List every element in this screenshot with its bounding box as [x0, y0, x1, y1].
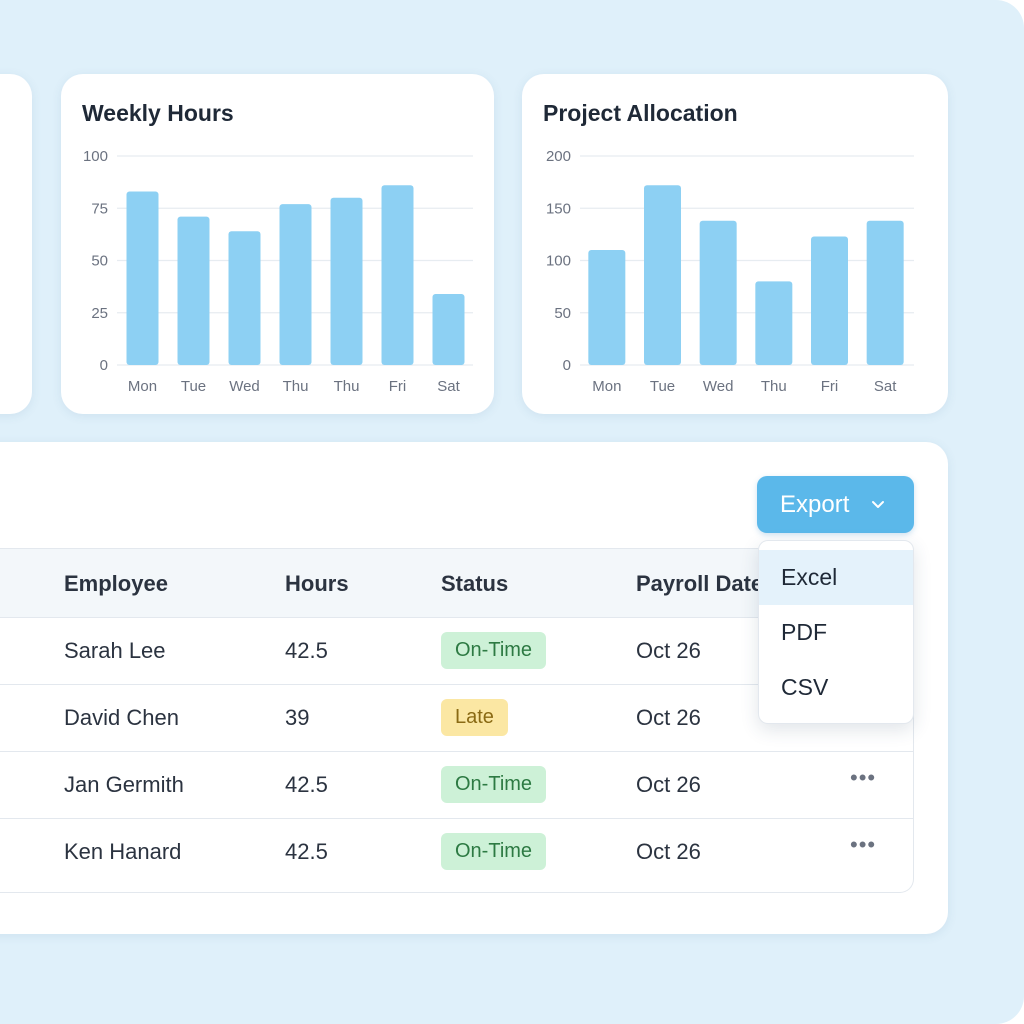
cell-payroll-date: Oct 26 — [636, 772, 701, 797]
x-tick-label: Tue — [181, 378, 206, 395]
more-options-icon[interactable]: ••• — [850, 765, 877, 790]
export-option-pdf[interactable]: PDF — [759, 605, 913, 660]
x-tick-label: Fri — [389, 378, 407, 395]
bar — [866, 220, 904, 365]
column-header-hours[interactable]: Hours — [285, 571, 349, 596]
x-tick-label: Thu — [761, 378, 787, 395]
x-tick-label: Sat — [874, 378, 897, 395]
bar — [432, 293, 465, 365]
export-option-csv[interactable]: CSV — [759, 660, 913, 715]
bar — [755, 281, 793, 365]
export-option-label: CSV — [781, 674, 829, 700]
project-allocation-chart: 0 50 100 150 200 Mon Tue Wed Thu Fri Sat — [546, 148, 914, 395]
cell-employee: Jan Germith — [64, 772, 184, 797]
bar — [811, 236, 848, 365]
x-tick-label: Sat — [437, 378, 460, 395]
export-option-label: PDF — [781, 619, 827, 645]
x-tick-label: Wed — [229, 378, 260, 395]
x-tick-label: Mon — [128, 378, 157, 395]
weekly-hours-chart: 0 25 50 75 100 Mon Tue Wed Thu Thu Fri Sat — [83, 148, 473, 395]
bar — [381, 185, 414, 365]
table-row[interactable]: Ken Hanard 42.5 On-Time Oct 26 ••• — [0, 818, 913, 885]
weekly-hours-card: Weekly Hours 0 25 50 75 100 Mon Tue Wed Thu Thu Fr… — [61, 74, 494, 414]
y-tick-label: 200 — [546, 148, 571, 165]
y-tick-label: 150 — [546, 200, 571, 217]
weekly-hours-title: Weekly Hours — [82, 100, 234, 126]
cell-employee: Sarah Lee — [64, 638, 166, 663]
bar — [279, 204, 312, 365]
chevron-down-icon — [871, 497, 885, 515]
y-tick-label: 0 — [563, 357, 571, 374]
y-tick-label: 50 — [554, 305, 571, 322]
bar — [588, 250, 626, 365]
export-option-excel[interactable]: Excel — [759, 550, 913, 605]
y-tick-label: 0 — [100, 357, 108, 374]
y-tick-label: 50 — [91, 253, 108, 270]
status-badge: On-Time — [441, 632, 547, 669]
more-options-icon[interactable]: ••• — [850, 832, 877, 857]
cell-hours: 42.5 — [285, 772, 328, 797]
column-header-status[interactable]: Status — [441, 571, 509, 596]
x-tick-label: Thu — [334, 378, 360, 395]
table-row[interactable]: David Chen 39 Late Oct 26 — [0, 684, 913, 752]
cell-employee: David Chen — [64, 705, 179, 730]
project-allocation-card: Project Allocation 0 50 100 150 200 Mon Tue Wed… — [522, 74, 948, 414]
x-tick-label: Tue — [650, 378, 675, 395]
bar — [126, 191, 159, 365]
y-tick-label: 25 — [91, 305, 108, 322]
bar — [330, 197, 363, 365]
export-option-label: Excel — [781, 564, 838, 590]
y-tick-label: 100 — [83, 148, 108, 165]
cell-hours: 42.5 — [285, 638, 328, 663]
project-allocation-title: Project Allocation — [543, 100, 738, 126]
x-tick-label: Wed — [703, 378, 734, 395]
bar — [177, 216, 210, 365]
table-row[interactable]: Sarah Lee 42.5 On-Time Oct 26 — [0, 617, 913, 685]
column-header-employee[interactable]: Employee — [64, 571, 168, 596]
bar — [228, 231, 261, 365]
bar — [699, 220, 737, 365]
x-tick-label: Thu — [283, 378, 309, 395]
cell-hours: 39 — [285, 705, 310, 730]
cell-payroll-date: Oct 26 — [636, 839, 701, 864]
status-badge: Late — [441, 699, 508, 736]
status-badge: On-Time — [441, 766, 547, 803]
x-tick-label: Fri — [821, 378, 839, 395]
table-row[interactable]: Jan Germith 42.5 On-Time Oct 26 ••• — [0, 751, 913, 819]
cell-hours: 42.5 — [285, 839, 328, 864]
status-badge: On-Time — [441, 833, 547, 870]
cell-payroll-date: Oct 26 — [636, 705, 701, 730]
cell-payroll-date: Oct 26 — [636, 638, 701, 663]
export-button-label: Export — [780, 491, 850, 518]
export-button[interactable]: Export — [757, 476, 914, 533]
y-tick-label: 100 — [546, 253, 571, 270]
partial-card-left — [0, 74, 32, 414]
y-tick-label: 75 — [91, 200, 108, 217]
cell-employee: Ken Hanard — [64, 839, 182, 864]
export-dropdown-menu: Excel PDF CSV — [758, 540, 914, 724]
x-tick-label: Mon — [592, 378, 621, 395]
column-header-payroll-date[interactable]: Payroll Date — [636, 571, 764, 596]
bar — [644, 185, 681, 365]
